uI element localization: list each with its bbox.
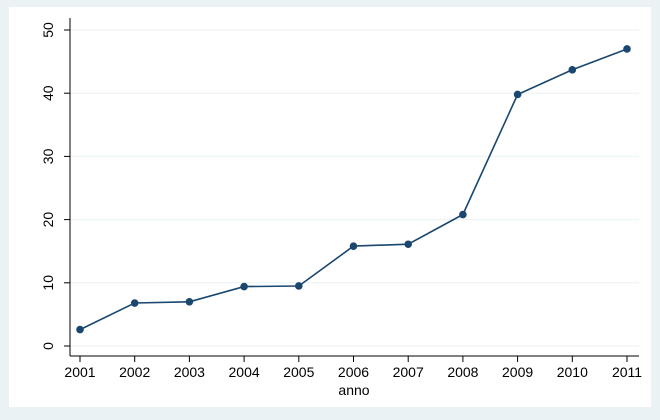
y-tick-label: 0 — [40, 342, 56, 350]
data-point — [240, 282, 248, 291]
y-axis: 0 10 20 30 40 50 — [40, 22, 70, 350]
x-tick-label: 2009 — [502, 364, 533, 380]
x-tick-label: 2006 — [338, 364, 369, 380]
x-tick-label: 2002 — [119, 364, 150, 380]
y-tick-label: 40 — [40, 85, 56, 101]
data-points — [76, 45, 631, 334]
x-axis-title: anno — [338, 382, 369, 398]
data-point — [76, 325, 84, 334]
x-tick-label: 2003 — [174, 364, 205, 380]
y-tick-label: 20 — [40, 212, 56, 228]
data-point — [295, 282, 303, 290]
data-point — [623, 45, 631, 53]
y-tick-label: 10 — [40, 275, 56, 291]
x-tick-label: 2004 — [229, 364, 260, 380]
x-tick-label: 2007 — [393, 364, 424, 380]
x-tick-label: 2008 — [447, 364, 478, 380]
x-tick-label: 2010 — [557, 364, 588, 380]
x-tick-label: 2011 — [612, 364, 642, 380]
plot-area — [70, 18, 639, 356]
data-point — [459, 210, 467, 219]
data-point — [349, 242, 358, 250]
x-axis: 2001 2002 2003 2004 2005 2006 2007 2008 2009 2010… — [64, 356, 642, 380]
y-tick-label: 50 — [40, 22, 56, 38]
data-point — [568, 66, 577, 74]
x-tick-label: 2001 — [64, 364, 95, 380]
gridlines — [70, 29, 639, 347]
x-tick-label: 2005 — [283, 364, 314, 380]
y-tick-label: 30 — [40, 148, 56, 164]
data-point — [130, 299, 139, 307]
data-point — [404, 240, 413, 249]
data-point — [513, 90, 522, 99]
data-point — [185, 297, 194, 306]
